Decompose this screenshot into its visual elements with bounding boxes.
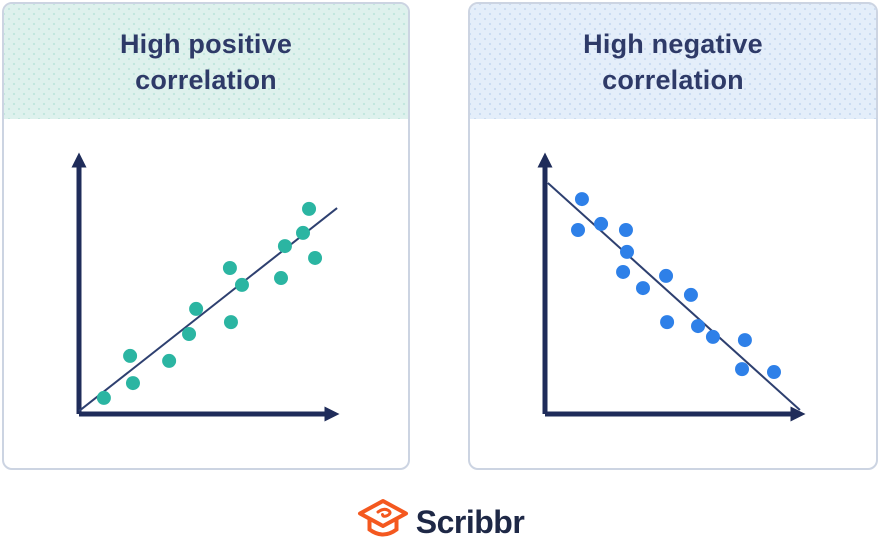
data-point xyxy=(96,390,111,405)
data-point xyxy=(618,222,633,237)
card-title-negative: High negative correlation xyxy=(583,28,763,95)
data-point xyxy=(683,287,698,302)
card-title-positive: High positive correlation xyxy=(119,28,293,95)
data-point xyxy=(735,362,750,377)
data-point xyxy=(620,244,635,259)
data-point xyxy=(189,301,204,316)
scatter-plot-positive-container xyxy=(4,119,408,468)
card-negative-correlation: High negative correlation xyxy=(468,2,878,470)
scribbr-logo: Scribbr xyxy=(0,498,881,546)
data-point xyxy=(234,277,249,292)
scribbr-logo-text: Scribbr xyxy=(415,503,525,540)
data-point xyxy=(162,353,177,368)
data-point xyxy=(296,225,311,240)
card-positive-correlation: High positive correlation xyxy=(2,2,410,470)
data-point xyxy=(274,271,289,286)
scatter-plot-positive xyxy=(71,152,340,422)
data-point xyxy=(691,319,706,334)
data-point xyxy=(616,264,631,279)
data-point xyxy=(223,315,238,330)
scatter-plot-negative xyxy=(537,152,806,422)
data-point xyxy=(308,250,323,265)
trend-line xyxy=(78,207,338,412)
card-header-positive: High positive correlation xyxy=(4,4,408,119)
data-point xyxy=(574,192,589,207)
data-point xyxy=(635,281,650,296)
data-point xyxy=(125,376,140,391)
graduation-cap-icon xyxy=(357,498,409,547)
data-point xyxy=(659,268,674,283)
data-point xyxy=(277,239,292,254)
data-point xyxy=(705,329,720,344)
card-header-negative: High negative correlation xyxy=(470,4,876,119)
data-point xyxy=(660,315,675,330)
scatter-plot-negative-container xyxy=(470,119,876,468)
data-point xyxy=(571,222,586,237)
data-point xyxy=(766,365,781,380)
data-point xyxy=(123,348,138,363)
data-point xyxy=(222,261,237,276)
data-point xyxy=(302,201,317,216)
data-point xyxy=(737,333,752,348)
trend-line xyxy=(547,182,801,411)
data-point xyxy=(594,216,609,231)
data-point xyxy=(182,327,197,342)
